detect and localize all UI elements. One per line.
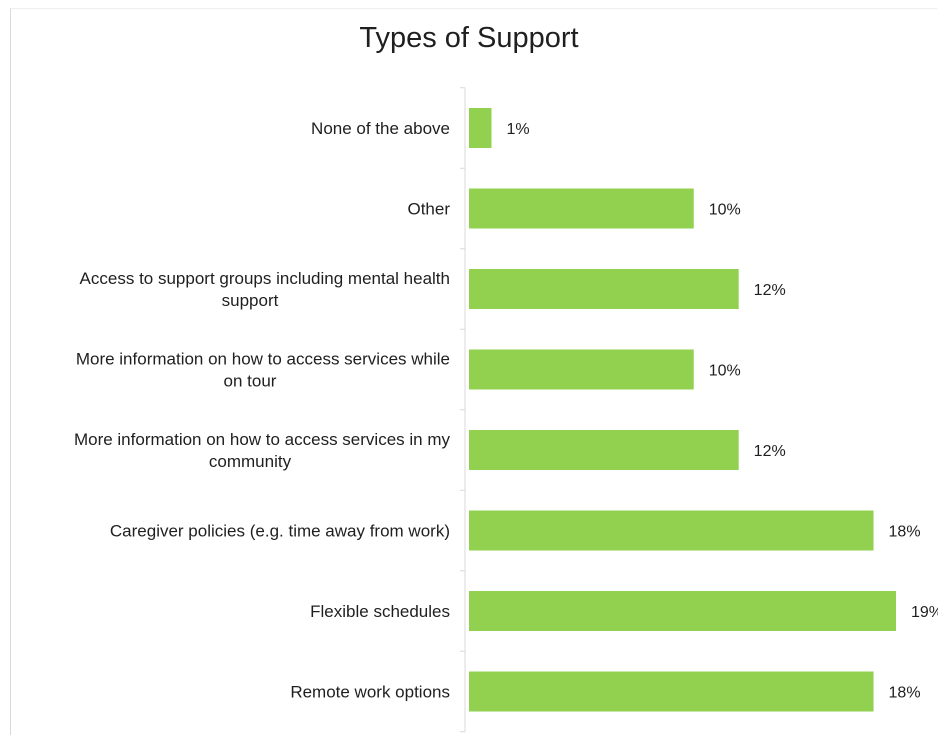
data-label: 12% xyxy=(754,443,786,460)
data-label: 19% xyxy=(911,604,938,621)
category-label: Flexible schedules xyxy=(310,602,450,621)
category-label: Access to support groups including menta… xyxy=(80,269,450,288)
bar xyxy=(469,188,694,229)
bar xyxy=(469,349,694,390)
category-label: More information on how to access servic… xyxy=(74,430,451,449)
category-label: community xyxy=(209,452,292,471)
data-label: 18% xyxy=(889,685,921,702)
bar xyxy=(469,510,874,551)
category-label: None of the above xyxy=(311,119,450,138)
category-label: Remote work options xyxy=(290,683,450,702)
chart-frame xyxy=(10,8,937,735)
chart-title: Types of Support xyxy=(359,22,579,54)
bar xyxy=(469,269,739,309)
category-label: support xyxy=(222,291,279,310)
bar xyxy=(469,108,492,148)
bar xyxy=(469,430,739,470)
category-label: on tour xyxy=(224,372,277,391)
bar xyxy=(469,671,874,712)
data-label: 1% xyxy=(506,121,529,138)
category-label: More information on how to access servic… xyxy=(76,350,450,369)
data-label: 10% xyxy=(709,363,741,380)
data-label: 10% xyxy=(709,202,741,219)
bar xyxy=(469,591,896,631)
category-label: Other xyxy=(407,200,450,219)
category-label: Caregiver policies (e.g. time away from … xyxy=(110,522,450,541)
data-label: 12% xyxy=(754,282,786,299)
data-label: 18% xyxy=(889,524,921,541)
